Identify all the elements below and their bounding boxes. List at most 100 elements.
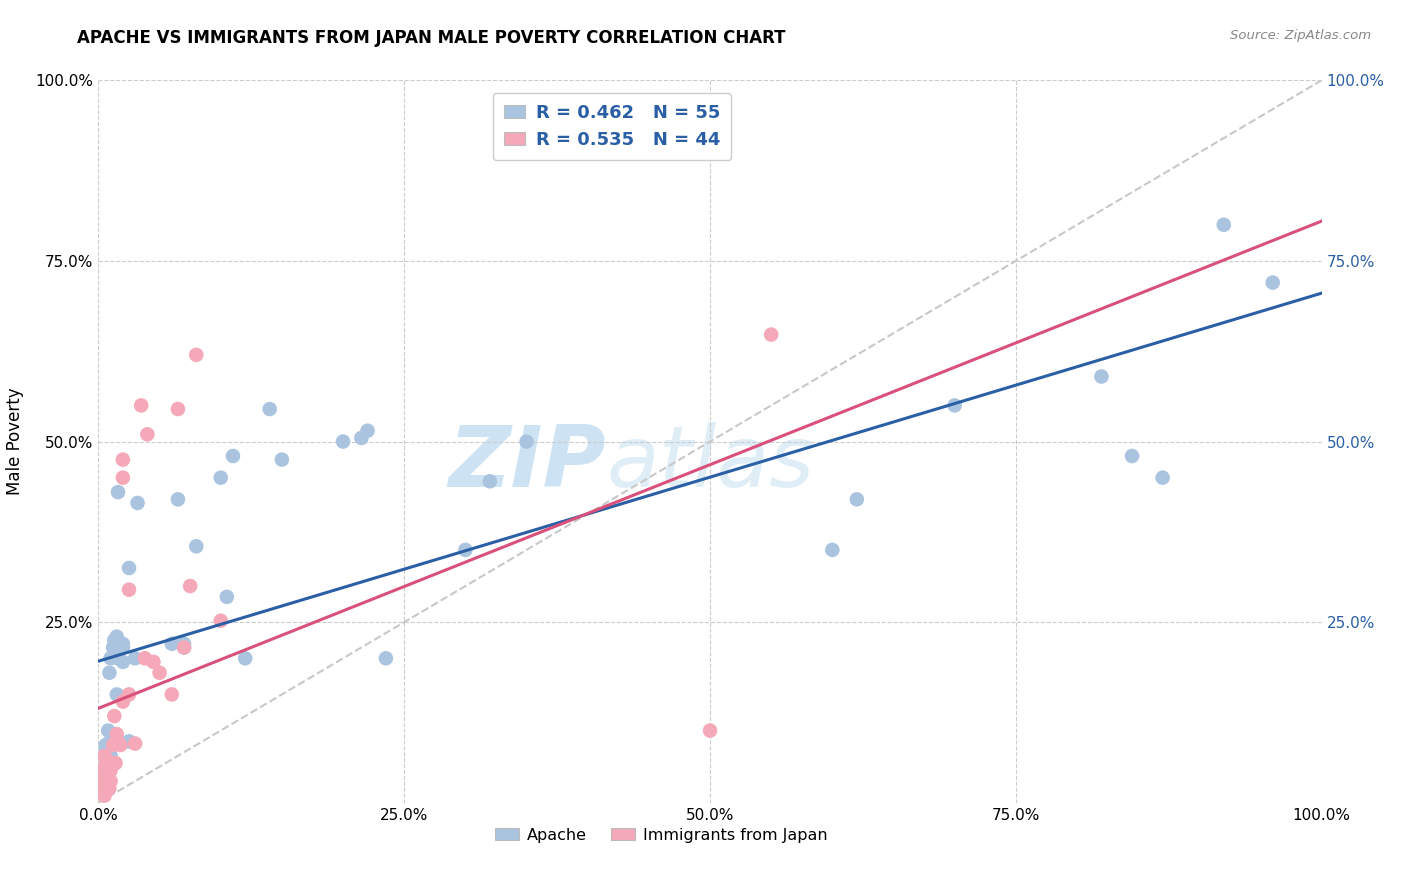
Point xyxy=(107,651,129,665)
Point xyxy=(374,651,396,665)
Point xyxy=(98,781,121,796)
Point xyxy=(98,752,121,766)
Point xyxy=(98,764,121,778)
Point xyxy=(105,687,128,701)
Point xyxy=(104,727,127,741)
Point xyxy=(94,738,117,752)
Point xyxy=(173,637,195,651)
Point xyxy=(186,348,208,362)
Point xyxy=(97,723,120,738)
Point xyxy=(100,764,122,778)
Point xyxy=(107,485,129,500)
Point xyxy=(96,756,118,770)
Point xyxy=(105,727,128,741)
Point xyxy=(179,579,201,593)
Point xyxy=(91,771,114,785)
Point xyxy=(215,590,238,604)
Point xyxy=(845,492,868,507)
Point xyxy=(98,665,121,680)
Point xyxy=(103,709,125,723)
Text: ZIP: ZIP xyxy=(449,422,606,505)
Point xyxy=(100,774,122,789)
Text: APACHE VS IMMIGRANTS FROM JAPAN MALE POVERTY CORRELATION CHART: APACHE VS IMMIGRANTS FROM JAPAN MALE POV… xyxy=(77,29,786,47)
Point xyxy=(1261,276,1284,290)
Point xyxy=(454,542,477,557)
Point xyxy=(118,561,141,575)
Point xyxy=(209,614,232,628)
Point xyxy=(93,774,115,789)
Point xyxy=(93,767,115,781)
Point xyxy=(1152,470,1174,484)
Point xyxy=(478,475,501,489)
Point xyxy=(111,640,134,655)
Point xyxy=(134,651,156,665)
Point xyxy=(93,760,115,774)
Point xyxy=(105,630,128,644)
Point xyxy=(91,785,114,799)
Point xyxy=(101,640,124,655)
Point xyxy=(94,774,117,789)
Point xyxy=(96,741,118,756)
Point xyxy=(101,738,124,752)
Point xyxy=(129,398,152,412)
Point xyxy=(93,781,115,796)
Point xyxy=(94,785,117,799)
Point xyxy=(118,687,141,701)
Point xyxy=(111,655,134,669)
Point xyxy=(699,723,721,738)
Point xyxy=(127,496,149,510)
Text: atlas: atlas xyxy=(606,422,814,505)
Point xyxy=(91,778,114,792)
Point xyxy=(124,737,146,751)
Point xyxy=(821,542,844,557)
Point xyxy=(167,402,190,417)
Legend: Apache, Immigrants from Japan: Apache, Immigrants from Japan xyxy=(488,822,834,849)
Point xyxy=(350,431,373,445)
Point xyxy=(111,637,134,651)
Point xyxy=(111,452,134,467)
Point xyxy=(943,398,966,412)
Point xyxy=(97,767,120,781)
Point xyxy=(356,424,378,438)
Point xyxy=(1090,369,1112,384)
Point xyxy=(167,492,190,507)
Point xyxy=(96,778,118,792)
Point xyxy=(160,687,183,701)
Point xyxy=(94,745,117,759)
Point xyxy=(110,738,132,752)
Point xyxy=(97,738,120,752)
Point xyxy=(136,427,159,442)
Point xyxy=(101,738,124,752)
Point xyxy=(160,637,183,651)
Point xyxy=(1212,218,1234,232)
Point xyxy=(100,734,122,748)
Point xyxy=(118,734,141,748)
Point xyxy=(233,651,256,665)
Point xyxy=(1121,449,1143,463)
Point xyxy=(96,767,118,781)
Point xyxy=(173,640,195,655)
Point xyxy=(173,640,195,655)
Point xyxy=(332,434,354,449)
Point xyxy=(100,651,122,665)
Point xyxy=(93,778,115,792)
Point xyxy=(93,789,115,803)
Point xyxy=(93,774,115,789)
Point xyxy=(101,756,124,770)
Point xyxy=(142,655,165,669)
Point xyxy=(259,402,281,417)
Point xyxy=(209,470,232,484)
Point xyxy=(149,665,172,680)
Point xyxy=(118,582,141,597)
Point xyxy=(761,327,783,342)
Point xyxy=(100,748,122,763)
Point xyxy=(104,756,127,770)
Y-axis label: Male Poverty: Male Poverty xyxy=(7,388,24,495)
Text: Source: ZipAtlas.com: Source: ZipAtlas.com xyxy=(1230,29,1371,43)
Point xyxy=(111,695,134,709)
Point xyxy=(124,651,146,665)
Point xyxy=(270,452,294,467)
Point xyxy=(186,539,208,553)
Point xyxy=(111,470,134,484)
Point xyxy=(515,434,537,449)
